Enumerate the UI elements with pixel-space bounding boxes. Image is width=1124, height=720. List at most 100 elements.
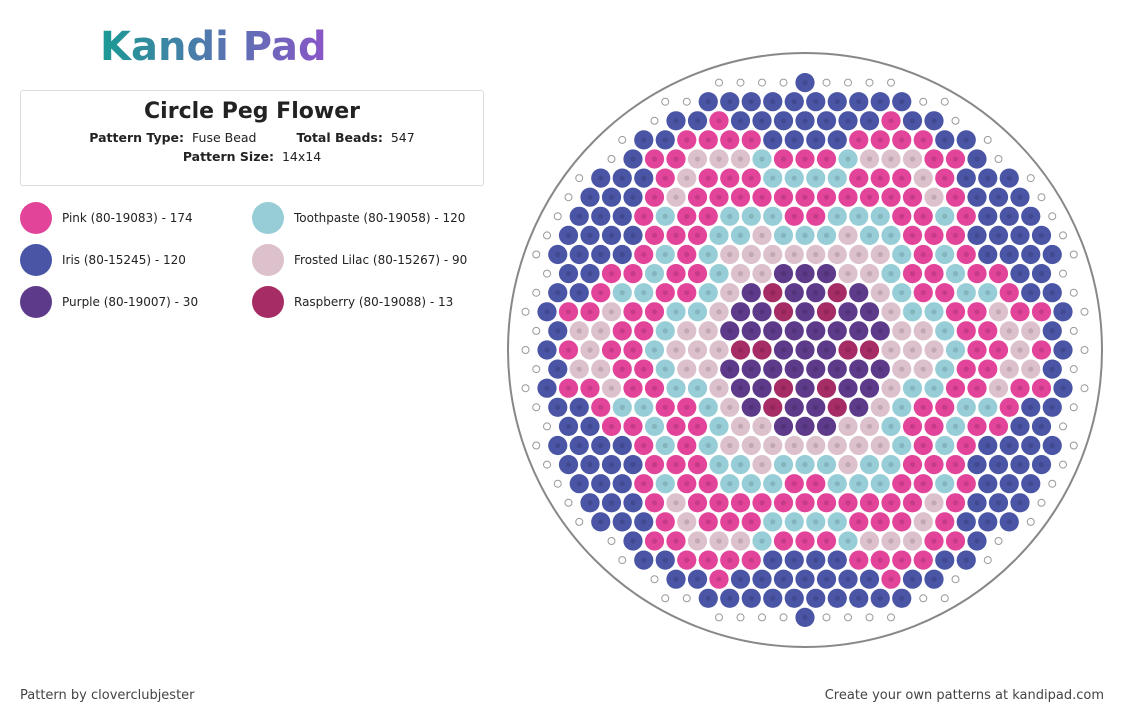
bead	[1010, 340, 1030, 360]
bead-hole	[813, 557, 819, 563]
bead-hole	[1006, 290, 1012, 296]
empty-peg	[1048, 212, 1057, 221]
bead-hole	[770, 442, 776, 449]
bead-hole	[888, 156, 894, 162]
bead-hole	[662, 290, 668, 296]
bead	[548, 435, 568, 456]
bead	[709, 302, 729, 322]
bead-hole	[544, 385, 550, 391]
bead	[849, 244, 869, 265]
bead	[634, 397, 654, 417]
bead-hole	[856, 442, 862, 449]
bead	[827, 435, 847, 456]
bead-hole	[813, 137, 819, 143]
bead	[967, 455, 987, 475]
bead-hole	[673, 194, 679, 200]
bead-hole	[791, 290, 797, 296]
bead	[698, 550, 718, 570]
bead	[1021, 359, 1041, 379]
bead-hole	[630, 385, 636, 391]
bead-hole	[813, 175, 819, 181]
bead-hole	[555, 366, 561, 372]
bead-hole	[780, 156, 787, 162]
bead	[730, 225, 751, 245]
bead	[677, 206, 697, 226]
bead	[784, 168, 804, 188]
bead	[1042, 321, 1062, 341]
bead-hole	[899, 595, 905, 601]
bead-hole	[995, 347, 1002, 353]
bead	[763, 206, 783, 226]
empty-peg	[532, 403, 541, 412]
bead-hole	[802, 347, 808, 353]
bead-hole	[598, 481, 604, 487]
bead-hole	[1017, 347, 1023, 353]
bead	[580, 378, 600, 398]
bead-hole	[995, 271, 1002, 277]
bead-hole	[641, 366, 647, 372]
bead	[849, 512, 869, 532]
bead-hole	[780, 271, 787, 277]
bead-hole	[942, 328, 948, 334]
bead-hole	[1049, 366, 1055, 372]
empty-peg	[618, 556, 627, 565]
swatch	[20, 202, 52, 234]
bead-hole	[587, 309, 593, 315]
bead-hole	[920, 213, 926, 219]
bead	[741, 512, 761, 532]
promo-link[interactable]: Create your own patterns at kandipad.com	[824, 688, 1104, 703]
bead-hole	[963, 328, 969, 334]
bead-hole	[587, 423, 593, 429]
bead-hole	[759, 462, 765, 468]
bead-hole	[909, 271, 916, 277]
bead-hole	[705, 251, 711, 258]
bead	[945, 225, 966, 245]
bead-hole	[727, 519, 733, 525]
bead	[773, 531, 794, 551]
bead	[827, 206, 847, 226]
bead-hole	[899, 442, 905, 449]
bead	[591, 512, 611, 532]
bead-hole	[877, 328, 883, 334]
bead	[859, 302, 880, 322]
bead-hole	[587, 347, 593, 353]
bead-hole	[727, 442, 733, 449]
bead	[763, 474, 783, 494]
bead	[644, 531, 665, 551]
bead-hole	[942, 213, 948, 219]
bead-hole	[813, 99, 819, 105]
bead	[677, 474, 697, 494]
bead	[537, 378, 557, 398]
bead	[795, 493, 815, 513]
bead	[838, 340, 858, 360]
bead-hole	[802, 309, 808, 315]
bead-hole	[619, 404, 625, 410]
bead-hole	[899, 213, 905, 219]
bead-hole	[823, 538, 830, 544]
bead	[988, 455, 1009, 475]
bead	[1031, 378, 1052, 398]
bead	[687, 111, 708, 131]
bead-hole	[1038, 271, 1045, 277]
bead	[709, 493, 729, 513]
bead-hole	[909, 118, 916, 124]
bead	[827, 168, 847, 188]
bead-hole	[641, 557, 647, 563]
bead-hole	[727, 137, 733, 143]
bead	[548, 321, 568, 341]
bead-hole	[673, 500, 679, 506]
bead-hole	[995, 232, 1002, 238]
bead-hole	[684, 481, 690, 487]
empty-peg	[822, 613, 831, 622]
bead-hole	[952, 232, 959, 238]
logo[interactable]: Kandi Pad	[100, 24, 327, 70]
bead	[741, 206, 761, 226]
bead	[773, 569, 794, 589]
bead-hole	[877, 175, 883, 181]
bead	[687, 149, 708, 169]
bead	[859, 149, 880, 169]
bead	[881, 264, 901, 284]
bead	[601, 340, 622, 360]
empty-peg	[1080, 307, 1089, 316]
bead	[795, 607, 815, 628]
